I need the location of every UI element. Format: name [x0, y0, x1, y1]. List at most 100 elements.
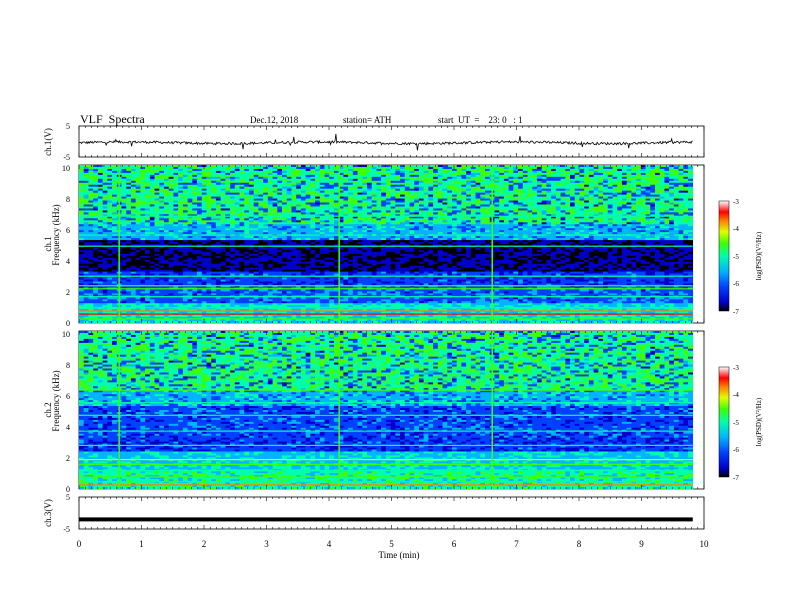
spectrogram-cell [320, 189, 325, 191]
spectrogram-cell [381, 171, 386, 173]
spectrogram-cell [206, 167, 211, 169]
spectrogram-cell [183, 189, 188, 191]
spectrogram-cell [192, 212, 197, 214]
spectrogram-cell [674, 199, 679, 201]
spectrogram-cell [509, 195, 514, 197]
spectrogram-cell [334, 203, 339, 205]
spectrogram-cell [145, 210, 150, 212]
spectrogram-cell [291, 195, 296, 197]
spectrogram-cell [433, 208, 438, 210]
spectrogram-cell [683, 175, 688, 177]
spectrogram-cell [528, 224, 533, 226]
spectrogram-cell [461, 175, 466, 177]
spectrogram-cell [183, 203, 188, 205]
spectrogram-cell [93, 181, 98, 183]
ch1-ytick-top: 5 [66, 122, 70, 131]
spectrogram-cell [88, 224, 93, 226]
spectrogram-cell [353, 224, 358, 226]
spectrogram-cell [518, 167, 523, 169]
spectrogram-cell [150, 230, 155, 232]
spectrogram-cell [169, 224, 174, 226]
spectrogram-cell [155, 185, 160, 187]
spectrogram-cell [405, 185, 410, 187]
spectrogram-cell [579, 232, 584, 234]
spectrogram-cell [188, 236, 193, 238]
spectrogram-cell [164, 179, 169, 181]
spectrogram-cell [655, 236, 660, 238]
spectrogram-cell [362, 185, 367, 187]
spectrogram-cell [79, 226, 84, 228]
spectrogram-cell [433, 185, 438, 187]
spectrogram-cell [244, 236, 249, 238]
spectrogram-cell [372, 183, 377, 185]
spectrogram-cell [287, 210, 292, 212]
spectrogram-cell [225, 212, 230, 214]
spectrogram-cell [277, 167, 282, 169]
spectrogram-cell [589, 197, 594, 199]
spectrogram-cell [334, 220, 339, 222]
spectrogram-cell [636, 210, 641, 212]
spectrogram-cell [494, 224, 499, 226]
spectrogram-cell [622, 195, 627, 197]
spectrogram-cell [400, 218, 405, 220]
spectrogram-cell [254, 210, 259, 212]
spectrogram-cell [296, 224, 301, 226]
spectrogram-cell [150, 167, 155, 169]
spectrogram-cell [121, 183, 126, 185]
spectrogram-cell [273, 173, 278, 175]
spectrogram-cell [348, 169, 353, 171]
spectrogram-cell [395, 212, 400, 214]
spectrogram-cell [197, 232, 202, 234]
spectrogram-cell [263, 197, 268, 199]
spectrogram-cell [476, 206, 481, 208]
spectrogram-cell [650, 224, 655, 226]
spectrogram-cell [155, 201, 160, 203]
spectrogram-cell [183, 173, 188, 175]
spectrogram-cell [183, 230, 188, 232]
spectrogram-cell [376, 224, 381, 226]
spectrogram-cell [84, 185, 89, 187]
spectrogram-cell [112, 175, 117, 177]
spectrogram-cell [617, 228, 622, 230]
spectrogram-cell [88, 240, 93, 242]
spectrogram-cell [603, 175, 608, 177]
spectrogram-cell [103, 185, 108, 187]
spectrogram-cell [532, 189, 537, 191]
spectrogram-cell [556, 218, 561, 220]
spectrogram-cell [688, 197, 693, 199]
spectrogram-cell [433, 187, 438, 189]
spectrogram-cell [650, 201, 655, 203]
spectrogram-cell [485, 212, 490, 214]
spectrogram-cell [343, 212, 348, 214]
spectrogram-cell [504, 208, 509, 210]
spectrogram-cell [688, 212, 693, 214]
spectrogram-cell [325, 185, 330, 187]
spectrogram-cell [159, 169, 164, 171]
spectrogram-cell [329, 232, 334, 234]
spectrogram-cell [103, 232, 108, 234]
spectrogram-cell [598, 169, 603, 171]
spectrogram-cell [395, 185, 400, 187]
spectrogram-cell [688, 203, 693, 205]
spectrogram-cell [612, 230, 617, 232]
spectrogram-cell [513, 222, 518, 224]
spectrogram-cell [660, 179, 665, 181]
spectrogram-cell [211, 197, 216, 199]
spectrogram-cell [164, 230, 169, 232]
spectrogram-cell [93, 222, 98, 224]
spectrogram-cell [164, 171, 169, 173]
spectrogram-cell [121, 175, 126, 177]
spectrogram-cell [532, 206, 537, 208]
spectrogram-cell [424, 208, 429, 210]
spectrogram-cell [598, 206, 603, 208]
spectrogram-cell [669, 226, 674, 228]
spectrogram-cell [688, 230, 693, 232]
spectrogram-cell [140, 177, 145, 179]
spectrogram-cell [386, 195, 391, 197]
spectrogram-cell [537, 197, 542, 199]
spectrogram-cell [381, 206, 386, 208]
spectrogram-cell [273, 238, 278, 240]
spectrogram-cell [282, 189, 287, 191]
spectrogram-cell [235, 205, 240, 207]
spectrogram-cell [121, 206, 126, 208]
